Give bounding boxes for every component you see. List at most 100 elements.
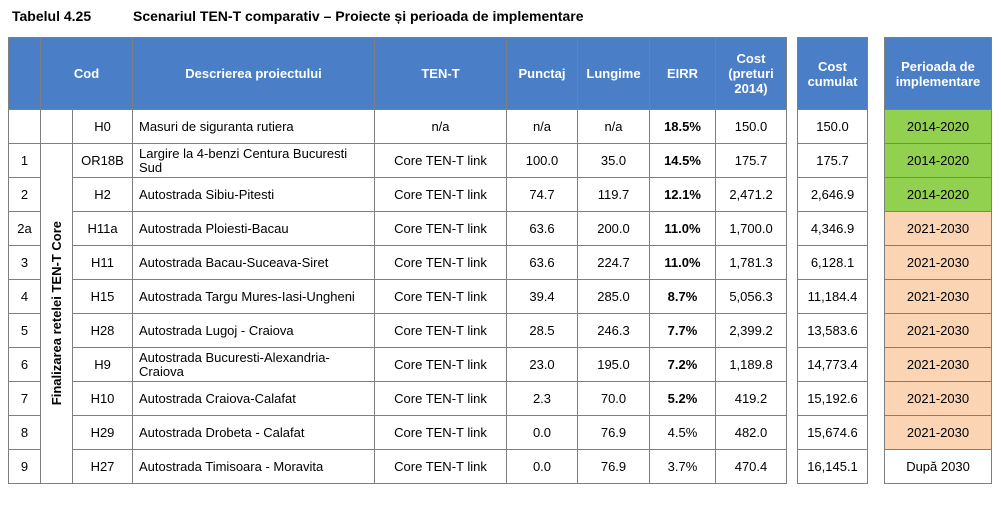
score: 2.3 (506, 381, 578, 416)
table-row: 15,192.6 (797, 381, 868, 416)
row-number: 6 (8, 347, 41, 382)
table-row: 2021-2030 (884, 415, 992, 450)
table-row: 2a H11a Autostrada Ploiesti-Bacau Core TEN-… (8, 211, 787, 246)
ten-t-type: Core TEN-T link (374, 211, 507, 246)
ten-t-type: n/a (374, 109, 507, 144)
implementation-period: 2021-2030 (884, 381, 992, 416)
table-row: 2021-2030 (884, 313, 992, 348)
length: 285.0 (577, 279, 650, 314)
table-row: 2021-2030 (884, 347, 992, 382)
row-number: 3 (8, 245, 41, 280)
cost-cumulat-value: 15,192.6 (797, 381, 868, 416)
table-row: 5 H28 Autostrada Lugoj - Craiova Core TEN-T… (8, 313, 787, 348)
implementation-period: După 2030 (884, 449, 992, 484)
table-row: 11,184.4 (797, 279, 868, 314)
score: 23.0 (506, 347, 578, 382)
row-number: 4 (8, 279, 41, 314)
ten-t-type: Core TEN-T link (374, 347, 507, 382)
length: 76.9 (577, 449, 650, 484)
eirr-value: 12.1% (649, 177, 716, 212)
implementation-period: 2014-2020 (884, 109, 992, 144)
implementation-period: 2021-2030 (884, 211, 992, 246)
table-row: 7 H10 Autostrada Craiova-Calafat Core TEN-T… (8, 381, 787, 416)
ten-t-type: Core TEN-T link (374, 313, 507, 348)
cost-value: 175.7 (715, 143, 787, 178)
table-row: 2 H2 Autostrada Sibiu-Pitesti Core TEN-T li… (8, 177, 787, 212)
table-row: 2021-2030 (884, 211, 992, 246)
ten-t-type: Core TEN-T link (374, 143, 507, 178)
table-row: După 2030 (884, 449, 992, 484)
score: 63.6 (506, 245, 578, 280)
cost-value: 2,471.2 (715, 177, 787, 212)
header-eirr: EIRR (649, 37, 716, 110)
eirr-value: 11.0% (649, 211, 716, 246)
cost-value: 2,399.2 (715, 313, 787, 348)
cost-cumulat-value: 13,583.6 (797, 313, 868, 348)
row-number: 8 (8, 415, 41, 450)
header-row: Cod Descrierea proiectului TEN-T Punctaj… (8, 37, 787, 110)
implementation-period: 2021-2030 (884, 245, 992, 280)
header-tent: TEN-T (374, 37, 507, 110)
project-code: H28 (72, 313, 133, 348)
project-description: Largire la 4-benzi Centura Bucuresti Sud (132, 143, 375, 178)
cost-cumulat-value: 4,346.9 (797, 211, 868, 246)
score: 28.5 (506, 313, 578, 348)
eirr-value: 7.2% (649, 347, 716, 382)
header-cost-cumulat: Cost cumulat (797, 37, 868, 110)
row-number: 9 (8, 449, 41, 484)
cost-cumulat-value: 175.7 (797, 143, 868, 178)
score: 63.6 (506, 211, 578, 246)
table-row: 9 H27 Autostrada Timisoara - Moravita Core … (8, 449, 787, 484)
score: 39.4 (506, 279, 578, 314)
length: 70.0 (577, 381, 650, 416)
row-number: 7 (8, 381, 41, 416)
table-row: 4 H15 Autostrada Targu Mures-Iasi-Ungheni C… (8, 279, 787, 314)
cost-cumulat-value: 14,773.4 (797, 347, 868, 382)
length: 195.0 (577, 347, 650, 382)
implementation-period: 2021-2030 (884, 279, 992, 314)
project-code: H15 (72, 279, 133, 314)
ten-t-type: Core TEN-T link (374, 245, 507, 280)
header-row: Cost cumulat (797, 37, 868, 110)
project-description: Autostrada Sibiu-Pitesti (132, 177, 375, 212)
header-perioada: Perioada de implementare (884, 37, 992, 110)
perioada-table: Perioada de implementare 2014-2020 2014-2… (884, 37, 992, 484)
eirr-value: 8.7% (649, 279, 716, 314)
cost-value: 419.2 (715, 381, 787, 416)
cost-cumulat-value: 150.0 (797, 109, 868, 144)
eirr-value: 14.5% (649, 143, 716, 178)
project-code: H29 (72, 415, 133, 450)
table-row: 2014-2020 (884, 143, 992, 178)
eirr-value: 11.0% (649, 245, 716, 280)
table-row: 175.7 (797, 143, 868, 178)
table-row: 4,346.9 (797, 211, 868, 246)
cost-value: 1,700.0 (715, 211, 787, 246)
cost-value: 1,189.8 (715, 347, 787, 382)
eirr-value: 4.5% (649, 415, 716, 450)
project-description: Masuri de siguranta rutiera (132, 109, 375, 144)
table-row: 6,128.1 (797, 245, 868, 280)
header-nr (8, 37, 41, 110)
cost-cumulat-value: 16,145.1 (797, 449, 868, 484)
header-cost: Cost (preturi 2014) (715, 37, 787, 110)
project-description: Autostrada Ploiesti-Bacau (132, 211, 375, 246)
table-row: H0 Masuri de siguranta rutiera n/a n/a n/a 18… (8, 109, 787, 144)
row-number (8, 109, 41, 144)
eirr-value: 3.7% (649, 449, 716, 484)
header-row: Perioada de implementare (884, 37, 992, 110)
cost-value: 150.0 (715, 109, 787, 144)
table-row: 2021-2030 (884, 245, 992, 280)
project-code: OR18B (72, 143, 133, 178)
row-number: 5 (8, 313, 41, 348)
implementation-period: 2021-2030 (884, 347, 992, 382)
score: 0.0 (506, 415, 578, 450)
project-code: H0 (72, 109, 133, 144)
cost-cumulat-value: 6,128.1 (797, 245, 868, 280)
length: 119.7 (577, 177, 650, 212)
ten-t-type: Core TEN-T link (374, 177, 507, 212)
header-descriere: Descrierea proiectului (132, 37, 375, 110)
table-row: 8 H29 Autostrada Drobeta - Calafat Core TEN… (8, 415, 787, 450)
project-code: H9 (72, 347, 133, 382)
row-number: 1 (8, 143, 41, 178)
project-description: Autostrada Lugoj - Craiova (132, 313, 375, 348)
